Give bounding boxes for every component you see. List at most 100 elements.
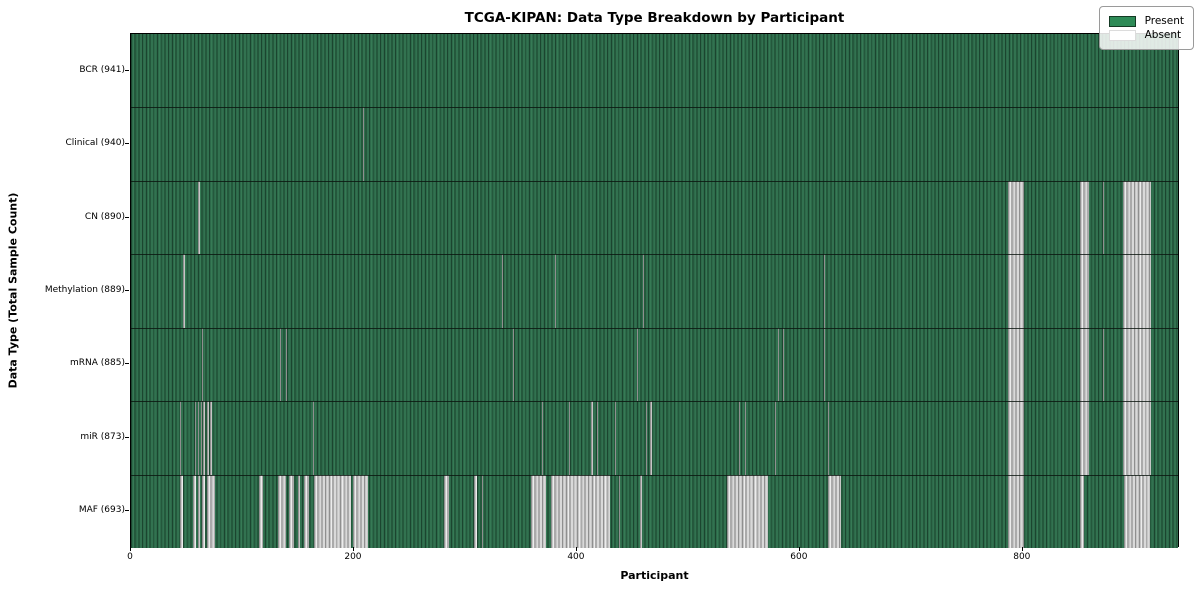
absent-stripe xyxy=(1123,180,1151,255)
absent-stripe xyxy=(777,327,779,402)
absent-stripe xyxy=(775,401,777,475)
absent-stripe xyxy=(619,474,621,548)
x-tick-label: 400 xyxy=(567,552,585,562)
absent-stripe xyxy=(640,474,642,548)
y-tick-mark xyxy=(125,143,129,145)
chart-row xyxy=(131,254,1178,328)
absent-stripe xyxy=(646,401,648,475)
plot-area xyxy=(130,33,1179,548)
absent-stripe xyxy=(1079,180,1089,255)
absent-stripe xyxy=(1008,180,1024,255)
chart-row xyxy=(131,180,1178,255)
absent-stripe xyxy=(727,474,768,548)
absent-stripe xyxy=(362,107,364,181)
absent-swatch-icon xyxy=(1108,29,1136,41)
legend: Present Absent xyxy=(1098,6,1194,50)
absent-stripe xyxy=(1103,180,1105,255)
absent-stripe xyxy=(542,401,544,475)
y-tick-label: CN (890) xyxy=(84,211,125,222)
absent-stripe xyxy=(650,401,652,475)
chart-row xyxy=(131,474,1178,548)
absent-stripe xyxy=(1079,327,1089,402)
x-tick-label: 200 xyxy=(344,552,362,562)
y-tick-label: BCR (941) xyxy=(79,64,125,75)
chart-title: TCGA-KIPAN: Data Type Breakdown by Parti… xyxy=(464,10,845,26)
absent-stripe xyxy=(502,254,504,328)
absent-stripe xyxy=(202,327,204,402)
absent-stripe xyxy=(551,474,611,548)
absent-stripe xyxy=(1123,401,1151,475)
y-tick-label: mRNA (885) xyxy=(70,358,125,369)
y-tick-label: MAF (693) xyxy=(78,505,125,516)
absent-stripe xyxy=(482,474,484,548)
absent-stripe xyxy=(289,474,294,548)
absent-stripe xyxy=(206,474,215,548)
absent-stripe xyxy=(738,401,740,475)
absent-stripe xyxy=(1123,327,1151,402)
absent-stripe xyxy=(197,180,201,255)
absent-stripe xyxy=(202,474,205,548)
absent-stripe xyxy=(285,327,288,402)
absent-stripe xyxy=(194,401,196,475)
absent-stripe xyxy=(1008,254,1024,328)
absent-stripe xyxy=(183,254,185,328)
absent-stripe xyxy=(642,254,644,328)
x-tick-mark xyxy=(798,547,800,551)
y-tick-label: Clinical (940) xyxy=(65,138,125,149)
row-separator xyxy=(131,401,1178,403)
absent-stripe xyxy=(1079,474,1085,548)
absent-stripe xyxy=(298,474,301,548)
absent-stripe xyxy=(474,474,477,548)
y-tick-mark xyxy=(125,216,129,218)
absent-stripe xyxy=(193,474,196,548)
x-tick-mark xyxy=(575,547,577,551)
absent-stripe xyxy=(531,474,546,548)
row-separator xyxy=(131,474,1178,476)
absent-stripe xyxy=(824,327,826,402)
x-axis-label: Participant xyxy=(620,569,689,582)
absent-stripe xyxy=(444,474,449,548)
absent-stripe xyxy=(513,327,515,402)
chart-row xyxy=(131,107,1178,181)
chart-row xyxy=(131,34,1178,108)
chart-row xyxy=(131,327,1178,402)
x-tick-label: 800 xyxy=(1013,552,1031,562)
absent-stripe xyxy=(280,327,282,402)
absent-stripe xyxy=(313,474,351,548)
absent-stripe xyxy=(210,401,213,475)
absent-stripe xyxy=(278,474,286,548)
row-separator xyxy=(131,254,1178,256)
present-swatch-icon xyxy=(1108,15,1136,27)
legend-item-absent: Absent xyxy=(1108,29,1184,41)
absent-stripe xyxy=(1124,474,1150,548)
absent-stripe xyxy=(206,401,210,475)
y-tick-mark xyxy=(125,290,129,291)
absent-stripe xyxy=(180,474,184,548)
absent-stripe xyxy=(637,327,639,402)
x-tick-label: 0 xyxy=(127,552,133,562)
row-separator xyxy=(131,180,1178,182)
y-tick-label: Methylation (889) xyxy=(44,285,125,295)
absent-stripe xyxy=(1079,254,1089,328)
x-tick-mark xyxy=(1021,547,1023,551)
y-tick-mark xyxy=(125,363,129,365)
absent-stripe xyxy=(824,254,826,328)
absent-stripe xyxy=(827,401,829,475)
legend-label-present: Present xyxy=(1144,15,1184,27)
absent-stripe xyxy=(352,474,369,548)
absent-stripe xyxy=(180,401,182,475)
absent-stripe xyxy=(569,401,571,475)
absent-stripe xyxy=(745,401,747,475)
absent-stripe xyxy=(1008,474,1024,548)
y-tick-mark xyxy=(125,69,129,71)
absent-stripe xyxy=(1123,254,1151,328)
absent-stripe xyxy=(596,401,599,475)
row-separator xyxy=(131,327,1178,329)
row-separator xyxy=(131,107,1178,109)
absent-stripe xyxy=(312,401,314,475)
absent-stripe xyxy=(201,401,203,475)
absent-stripe xyxy=(259,474,263,548)
absent-stripe xyxy=(197,401,199,475)
absent-stripe xyxy=(827,474,842,548)
